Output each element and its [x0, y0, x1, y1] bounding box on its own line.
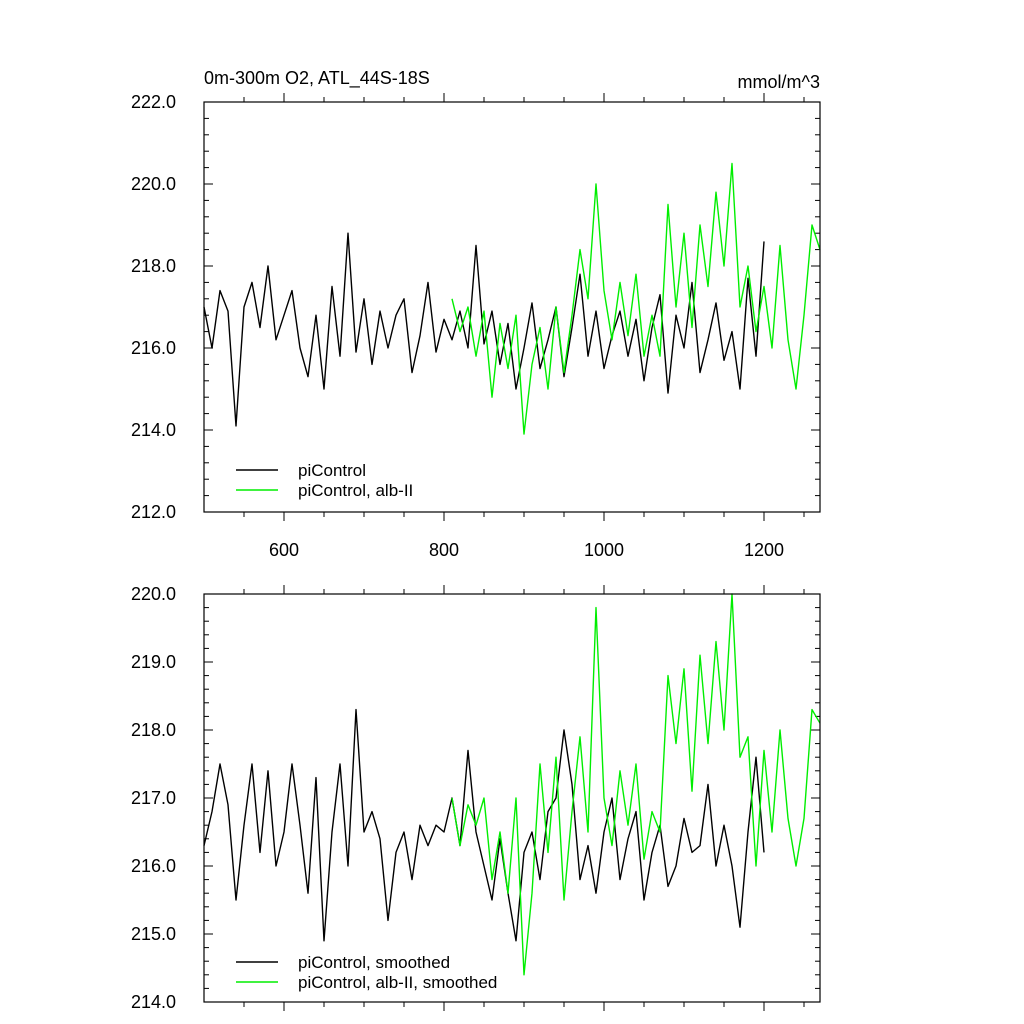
y-tick-label: 219.0 [131, 652, 176, 672]
y-tick-label: 220.0 [131, 174, 176, 194]
top-legend: piControl piControl, alb-II [236, 461, 413, 500]
top-ticks: 212.0 214.0 216.0 218.0 220.0 222.0 600 800 1000… [131, 92, 820, 560]
y-tick-label: 220.0 [131, 584, 176, 604]
series-line-picontrol-alb-ii [451, 162, 821, 435]
top-legend-label-1: piControl, alb-II [298, 481, 413, 500]
top-units: mmol/m^3 [738, 72, 820, 92]
bottom-legend-label-0: piControl, smoothed [298, 953, 450, 972]
top-title: 0m-300m O2, ATL_44S-18S [204, 68, 430, 89]
x-tick-label: 1000 [584, 540, 624, 560]
y-tick-label: 212.0 [131, 502, 176, 522]
top-panel: 0m-300m O2, ATL_44S-18S mmol/m^3 212.021… [131, 68, 821, 560]
bottom-legend-label-1: piControl, alb-II, smoothed [298, 973, 497, 992]
y-tick-label: 216.0 [131, 856, 176, 876]
series-line-picontrol-alb-ii [451, 593, 821, 976]
y-tick-label: 222.0 [131, 92, 176, 112]
y-tick-label: 218.0 [131, 256, 176, 276]
series-line-picontrol [203, 232, 765, 427]
top-series [203, 162, 821, 435]
top-legend-label-0: piControl [298, 461, 366, 480]
bottom-ticks: 214.0 215.0 216.0 217.0 218.0 219.0 220.0 [131, 584, 820, 1012]
bottom-series [203, 593, 821, 976]
y-tick-label: 214.0 [131, 420, 176, 440]
y-tick-label: 218.0 [131, 720, 176, 740]
bottom-legend: piControl, smoothed piControl, alb-II, s… [236, 953, 497, 992]
bottom-plot-frame [203, 593, 821, 1003]
y-tick-label: 216.0 [131, 338, 176, 358]
y-tick-label: 214.0 [131, 992, 176, 1012]
x-tick-label: 1200 [744, 540, 784, 560]
series-line-picontrol [203, 708, 765, 942]
x-tick-label: 600 [269, 540, 299, 560]
bottom-panel: 214.0 215.0 216.0 217.0 218.0 219.0 220.0 piCo… [131, 584, 821, 1012]
x-tick-label: 800 [429, 540, 459, 560]
top-plot-frame [203, 101, 821, 513]
y-tick-label: 217.0 [131, 788, 176, 808]
y-tick-label: 215.0 [131, 924, 176, 944]
